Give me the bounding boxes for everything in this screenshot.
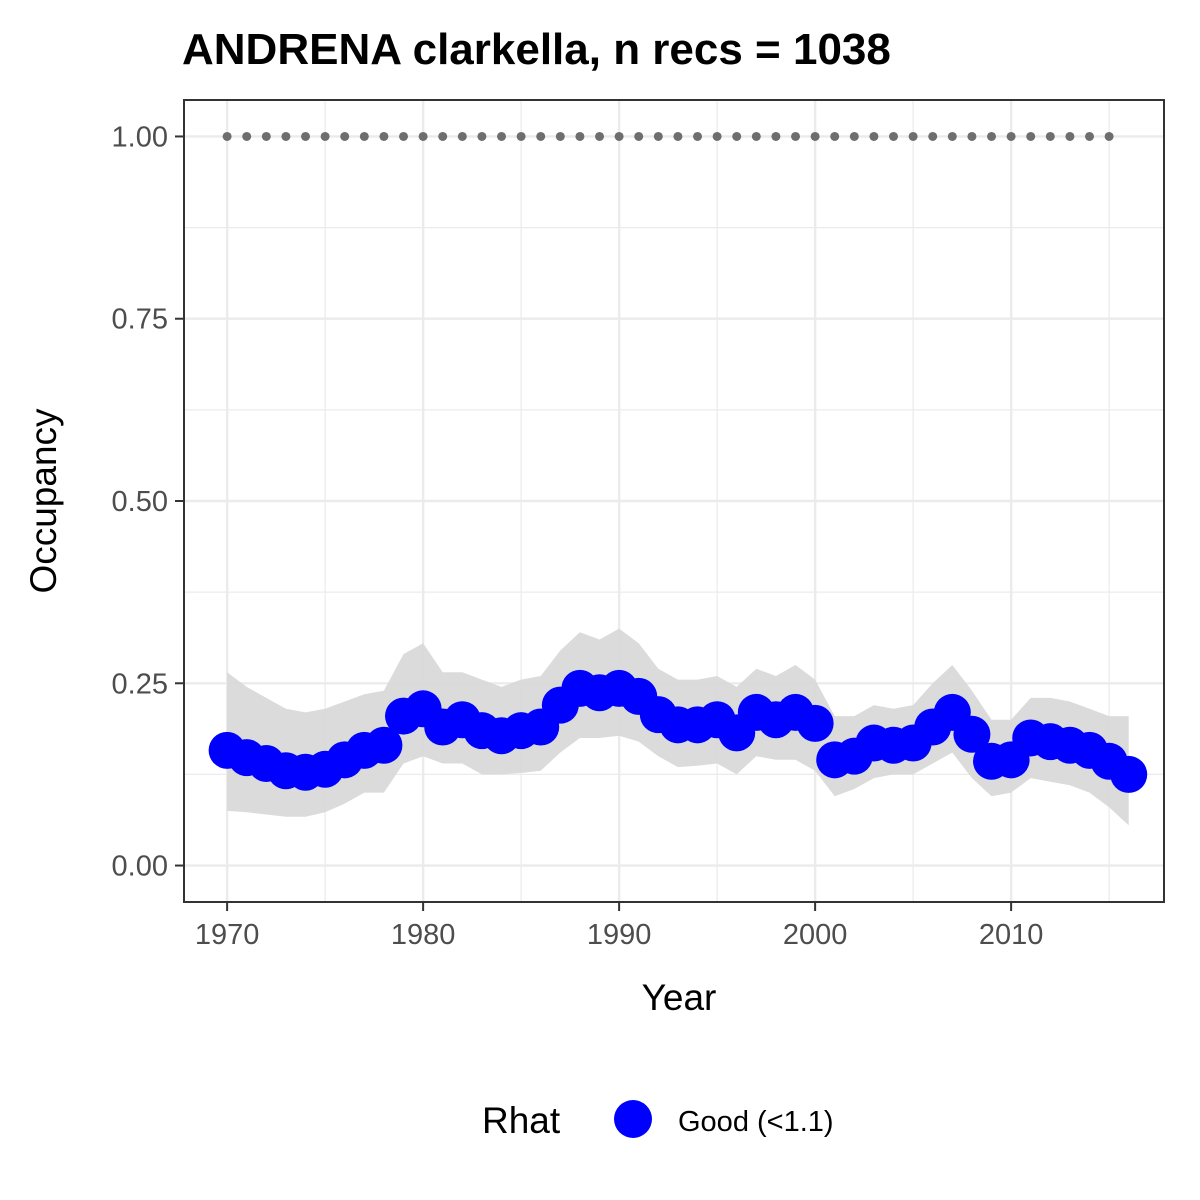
y-tick-label: 0.00: [112, 851, 168, 883]
x-axis: 1970 1980 1990 2000 2010: [195, 902, 1044, 951]
chart-title: ANDRENA clarkella, n recs = 1038: [182, 25, 891, 74]
reference-dot: [987, 131, 997, 141]
occupancy-point: [1110, 755, 1148, 793]
reference-dot: [438, 131, 448, 141]
x-tick-label: 1990: [587, 919, 652, 951]
reference-dot: [418, 131, 428, 141]
reference-dot: [242, 131, 252, 141]
reference-dot: [555, 131, 565, 141]
reference-dot: [477, 131, 487, 141]
reference-dot: [1104, 131, 1114, 141]
reference-dot: [908, 131, 918, 141]
reference-dot: [359, 131, 369, 141]
occupancy-point: [365, 726, 403, 764]
reference-dot: [928, 131, 938, 141]
reference-dot: [732, 131, 742, 141]
legend: Rhat Good (<1.1): [482, 1100, 834, 1141]
reference-dot: [1045, 131, 1055, 141]
reference-dot: [653, 131, 663, 141]
reference-dots-layer: [222, 131, 1114, 141]
reference-dot: [281, 131, 291, 141]
reference-dot: [791, 131, 801, 141]
reference-dot: [1026, 131, 1036, 141]
reference-dot: [830, 131, 840, 141]
occupancy-point: [953, 715, 991, 753]
reference-dot: [849, 131, 859, 141]
reference-dot: [712, 131, 722, 141]
y-axis-title: Occupancy: [23, 408, 64, 594]
reference-dot: [634, 131, 644, 141]
reference-dot: [222, 131, 232, 141]
reference-dot: [1065, 131, 1075, 141]
legend-label-good: Good (<1.1): [678, 1106, 834, 1138]
reference-dot: [497, 131, 507, 141]
reference-dot: [301, 131, 311, 141]
reference-dot: [536, 131, 546, 141]
reference-dot: [261, 131, 271, 141]
y-axis: 0.00 0.25 0.50 0.75 1.00: [112, 121, 184, 883]
occupancy-point: [796, 704, 834, 742]
reference-dot: [1085, 131, 1095, 141]
reference-dot: [614, 131, 624, 141]
y-tick-label: 0.75: [112, 304, 168, 336]
x-tick-label: 1970: [195, 919, 260, 951]
reference-dot: [810, 131, 820, 141]
reference-dot: [693, 131, 703, 141]
reference-dot: [575, 131, 585, 141]
x-tick-label: 2000: [783, 919, 848, 951]
reference-dot: [379, 131, 389, 141]
reference-dot: [457, 131, 467, 141]
reference-dot: [869, 131, 879, 141]
x-axis-title: Year: [642, 977, 717, 1018]
reference-dot: [967, 131, 977, 141]
reference-dot: [340, 131, 350, 141]
reference-dot: [1006, 131, 1016, 141]
reference-dot: [751, 131, 761, 141]
reference-dot: [771, 131, 781, 141]
x-tick-label: 1980: [391, 919, 456, 951]
reference-dot: [399, 131, 409, 141]
reference-dot: [889, 131, 899, 141]
reference-dot: [947, 131, 957, 141]
reference-dot: [516, 131, 526, 141]
y-tick-label: 0.25: [112, 668, 168, 700]
occupancy-points-layer: [208, 669, 1148, 793]
legend-key-good: [614, 1100, 652, 1138]
reference-dot: [320, 131, 330, 141]
reference-dot: [595, 131, 605, 141]
y-tick-label: 1.00: [112, 121, 168, 153]
legend-title: Rhat: [482, 1100, 561, 1141]
x-tick-label: 2010: [979, 919, 1044, 951]
y-tick-label: 0.50: [112, 486, 168, 518]
reference-dot: [673, 131, 683, 141]
